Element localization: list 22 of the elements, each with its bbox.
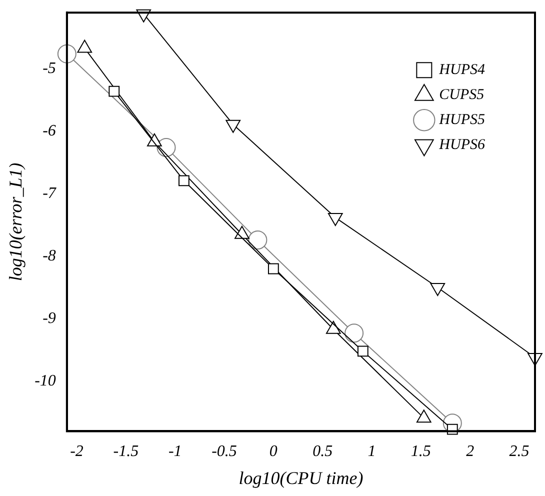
x-tick-label: 0 (269, 443, 278, 460)
y-tick-label: -5 (42, 60, 56, 78)
legend-label: HUPS5 (438, 112, 486, 128)
y-tick-label: -6 (42, 122, 56, 140)
y-tick-label: -10 (34, 372, 56, 390)
legend-label: CUPS5 (439, 87, 485, 104)
x-tick-label: 1 (368, 443, 376, 460)
legend-label: HUPS4 (438, 62, 486, 78)
y-tick-label: -9 (42, 310, 56, 327)
x-tick-label: -1 (168, 443, 182, 460)
y-axis-title: log10(error_L1) (6, 162, 26, 282)
x-tick-label: 2 (466, 443, 474, 460)
legend-label: HUPS6 (438, 137, 486, 154)
x-tick-label: -0.5 (212, 443, 237, 460)
x-tick-label: -2 (70, 443, 84, 460)
x-tick-label: -1.5 (113, 443, 139, 460)
x-tick-label: 1.5 (410, 443, 431, 460)
x-tick-label: 0.5 (312, 443, 333, 460)
x-tick-label: 2.5 (509, 443, 530, 460)
y-tick-label: -8 (42, 247, 56, 264)
x-axis-title: log10(CPU time) (238, 468, 364, 488)
y-tick-label: -7 (42, 184, 57, 202)
